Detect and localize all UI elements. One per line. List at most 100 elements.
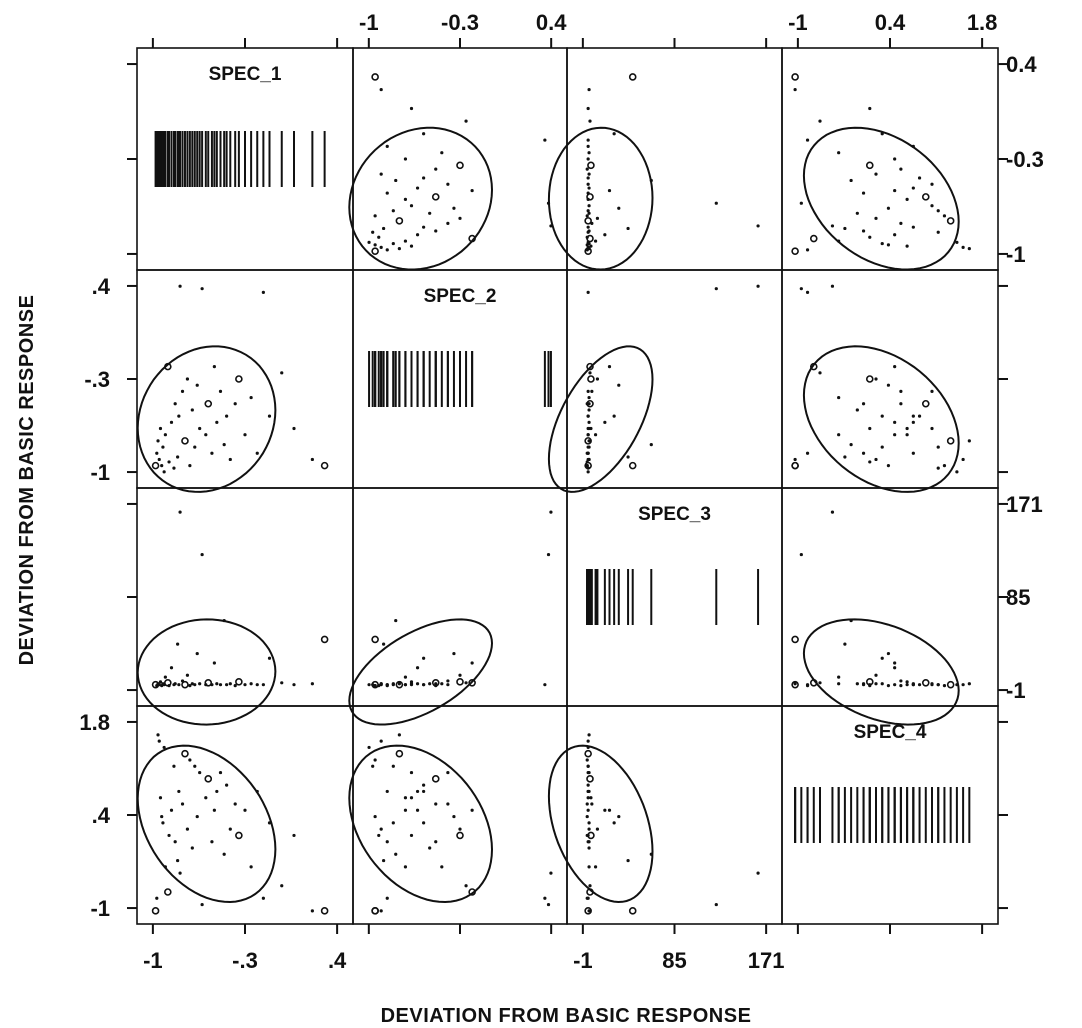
data-point xyxy=(169,420,174,424)
data-point xyxy=(440,865,444,869)
data-point xyxy=(793,87,797,92)
data-point xyxy=(818,681,822,685)
data-point xyxy=(431,193,440,201)
data-point xyxy=(228,457,232,462)
data-point xyxy=(156,439,160,443)
data-point xyxy=(409,244,414,248)
data-point xyxy=(428,211,432,215)
data-point xyxy=(163,865,167,869)
data-point xyxy=(280,884,284,888)
data-point xyxy=(225,414,229,418)
data-point xyxy=(586,888,594,896)
data-point xyxy=(791,73,799,81)
data-point xyxy=(218,770,223,775)
data-point xyxy=(837,151,841,155)
data-point xyxy=(464,884,468,888)
data-point xyxy=(936,445,940,449)
data-point xyxy=(818,371,822,375)
data-point xyxy=(961,683,965,687)
data-point xyxy=(367,683,371,687)
data-point xyxy=(163,675,167,679)
data-point xyxy=(379,739,383,743)
data-point xyxy=(626,226,630,231)
data-point xyxy=(861,402,866,406)
data-point xyxy=(403,683,408,687)
data-point xyxy=(470,808,474,812)
data-point xyxy=(415,789,420,794)
data-point xyxy=(930,683,934,687)
confidence-ellipse xyxy=(136,618,277,726)
data-point xyxy=(394,178,398,183)
data-point xyxy=(590,389,594,393)
cell-frame xyxy=(352,487,568,707)
data-point xyxy=(612,132,616,136)
y-axis-title: DEVIATION FROM BASIC RESPONSE xyxy=(16,295,38,666)
data-point xyxy=(195,383,199,387)
data-point xyxy=(371,247,379,255)
cell-frame xyxy=(352,705,568,925)
data-point xyxy=(586,414,590,418)
data-point xyxy=(587,909,591,913)
data-point xyxy=(587,161,595,170)
data-point xyxy=(222,618,226,623)
data-point xyxy=(588,119,592,123)
data-point xyxy=(603,808,607,812)
data-point xyxy=(210,451,214,455)
data-point xyxy=(628,461,637,470)
data-point xyxy=(371,683,375,687)
data-point xyxy=(587,172,591,176)
data-point xyxy=(587,87,591,92)
data-point xyxy=(587,204,591,208)
data-point xyxy=(391,683,395,687)
data-point xyxy=(593,239,598,243)
data-point xyxy=(617,814,621,819)
matrix-frame xyxy=(136,47,999,925)
data-point xyxy=(261,683,265,687)
data-point xyxy=(585,464,589,468)
data-point xyxy=(181,437,189,445)
data-point xyxy=(167,460,171,464)
data-point xyxy=(585,167,589,171)
data-point xyxy=(377,235,381,239)
axis-tick-label: -1 xyxy=(573,948,593,973)
data-point xyxy=(204,775,213,783)
data-point xyxy=(607,808,612,812)
data-point xyxy=(162,470,166,474)
data-point xyxy=(395,680,404,689)
cell-SPEC_2-SPEC_3 xyxy=(547,284,760,493)
data-point xyxy=(382,858,386,863)
data-point xyxy=(899,167,903,171)
data-point xyxy=(218,389,223,393)
cell-SPEC_2-SPEC_1 xyxy=(136,284,329,493)
data-point xyxy=(157,739,161,743)
data-point xyxy=(385,683,389,687)
axis-tick-label: 85 xyxy=(662,948,686,973)
data-point xyxy=(791,680,799,689)
data-point xyxy=(893,157,897,161)
data-point xyxy=(204,433,208,437)
data-point xyxy=(176,455,180,459)
data-point xyxy=(649,178,653,183)
cell-frame xyxy=(566,269,783,489)
data-point xyxy=(228,682,232,686)
data-point xyxy=(452,814,456,819)
data-point xyxy=(160,814,164,819)
data-point xyxy=(409,204,414,208)
data-point xyxy=(178,284,182,288)
data-point xyxy=(155,896,159,900)
data-point xyxy=(714,201,718,205)
data-point xyxy=(855,211,859,215)
axis-tick-label: -1 xyxy=(143,948,163,973)
data-point xyxy=(161,445,165,449)
data-point xyxy=(586,470,590,474)
data-point xyxy=(628,907,637,915)
data-point xyxy=(911,451,915,455)
data-point xyxy=(586,433,590,437)
data-point xyxy=(587,733,591,737)
data-point xyxy=(200,287,204,291)
data-point xyxy=(371,907,379,915)
data-point xyxy=(198,770,202,775)
data-point xyxy=(799,201,803,205)
data-point xyxy=(628,73,637,81)
data-point xyxy=(195,651,199,656)
